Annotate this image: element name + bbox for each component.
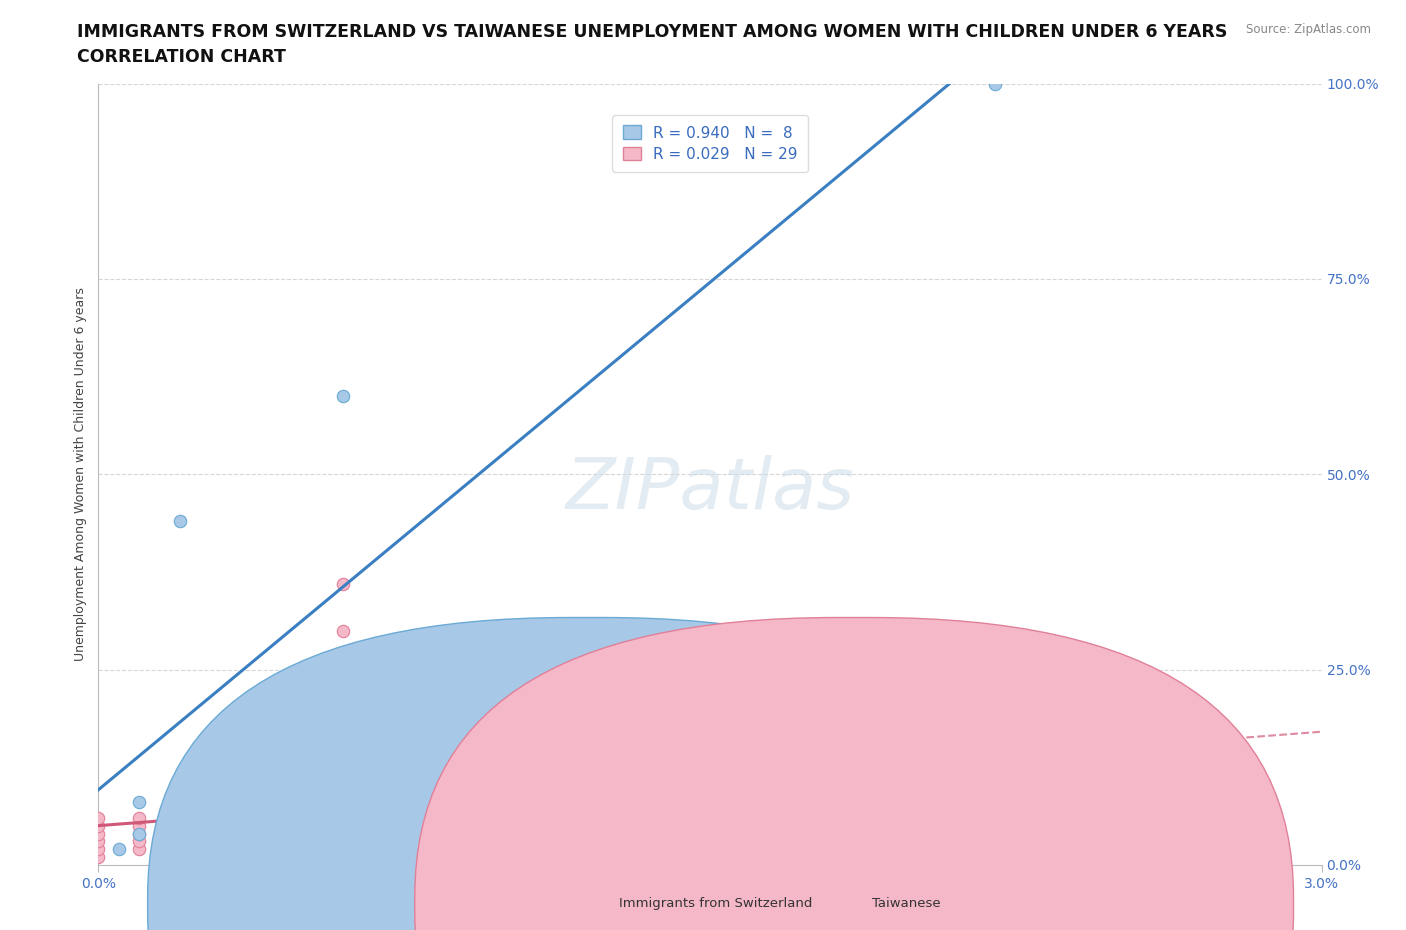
Point xyxy=(87,834,110,849)
Legend: R = 0.940   N =  8, R = 0.029   N = 29: R = 0.940 N = 8, R = 0.029 N = 29 xyxy=(612,114,808,172)
Point xyxy=(87,826,110,841)
Point xyxy=(209,748,232,763)
Point xyxy=(332,623,354,638)
Point xyxy=(332,577,354,591)
Point xyxy=(250,811,273,826)
Point xyxy=(128,826,150,841)
Point xyxy=(740,826,762,841)
Point xyxy=(87,811,110,826)
Point xyxy=(169,811,191,826)
Point xyxy=(250,733,273,748)
Point xyxy=(984,76,1007,91)
Point xyxy=(209,834,232,849)
Point xyxy=(291,803,314,817)
Point xyxy=(128,834,150,849)
Text: CORRELATION CHART: CORRELATION CHART xyxy=(77,48,287,66)
Point xyxy=(128,818,150,833)
Point xyxy=(128,795,150,810)
Point xyxy=(169,818,191,833)
Text: IMMIGRANTS FROM SWITZERLAND VS TAIWANESE UNEMPLOYMENT AMONG WOMEN WITH CHILDREN : IMMIGRANTS FROM SWITZERLAND VS TAIWANESE… xyxy=(77,23,1227,41)
Point xyxy=(169,834,191,849)
Point xyxy=(128,842,150,857)
Point xyxy=(87,850,110,865)
Point xyxy=(332,389,354,404)
Y-axis label: Unemployment Among Women with Children Under 6 years: Unemployment Among Women with Children U… xyxy=(73,287,87,661)
Point xyxy=(108,842,131,857)
Point xyxy=(209,818,232,833)
Text: Source: ZipAtlas.com: Source: ZipAtlas.com xyxy=(1246,23,1371,36)
Point xyxy=(87,818,110,833)
Point xyxy=(169,826,191,841)
Point xyxy=(250,834,273,849)
Point xyxy=(128,811,150,826)
Point xyxy=(454,826,477,841)
Text: Immigrants from Switzerland: Immigrants from Switzerland xyxy=(619,897,813,910)
Point xyxy=(413,787,436,802)
Point xyxy=(576,818,599,833)
Point xyxy=(87,842,110,857)
Text: ZIPatlas: ZIPatlas xyxy=(565,456,855,525)
Text: Taiwanese: Taiwanese xyxy=(872,897,941,910)
Point xyxy=(495,818,517,833)
Point xyxy=(169,513,191,528)
Point xyxy=(250,787,273,802)
Point xyxy=(291,826,314,841)
Point xyxy=(128,826,150,841)
